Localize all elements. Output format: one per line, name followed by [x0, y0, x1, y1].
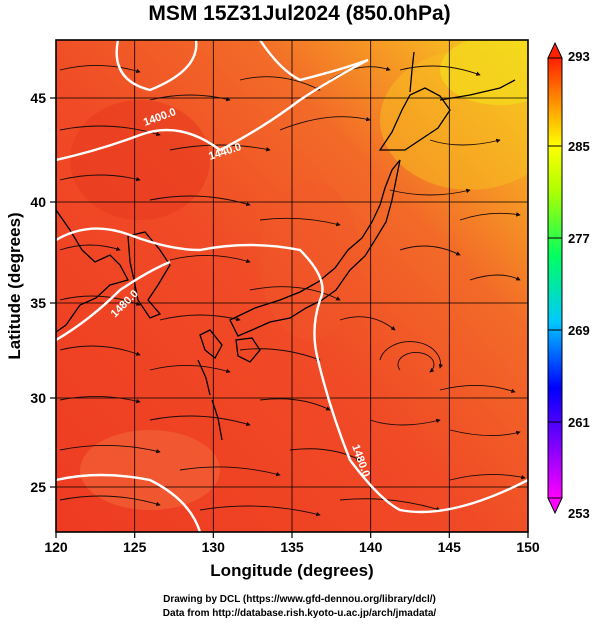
colorbar-label: 277 [568, 231, 590, 246]
x-axis-label: Longitude (degrees) [210, 561, 373, 580]
y-tick-label: 35 [30, 295, 46, 311]
x-tick-label: 140 [359, 539, 383, 555]
height-contours [56, 40, 528, 532]
x-tick-label: 120 [44, 539, 68, 555]
x-tick-label: 125 [123, 539, 147, 555]
y-tick-label: 45 [30, 90, 46, 106]
wind-streamlines [59, 65, 526, 517]
x-tick-label: 145 [438, 539, 462, 555]
credit-drawing: Drawing by DCL (https://www.gfd-dennou.o… [163, 594, 436, 605]
colorbar-max-triangle [547, 41, 563, 59]
y-tick-label: 40 [30, 194, 46, 210]
colorbar-label: 269 [568, 323, 590, 338]
y-tick-label: 30 [30, 390, 46, 406]
y-axis-label: Latitude (degrees) [5, 212, 24, 359]
tick-marks [50, 97, 529, 538]
colorbar-min-triangle [547, 497, 563, 515]
map-title: MSM 15Z31Jul2024 (850.0hPa) [148, 2, 451, 25]
x-tick-label: 130 [202, 539, 226, 555]
x-tick-label: 135 [280, 539, 304, 555]
colorbar-label: 261 [568, 415, 590, 430]
y-tick-label: 25 [30, 479, 46, 495]
colorbar-label: 285 [568, 139, 590, 154]
colorbar-min-label: 253 [568, 506, 590, 521]
colorbar [547, 41, 563, 515]
x-tick-label: 150 [516, 539, 540, 555]
colorbar-max-label: 293 [568, 49, 590, 64]
credit-data-source: Data from http://database.rish.kyoto-u.a… [162, 608, 437, 619]
coastlines [56, 51, 516, 441]
